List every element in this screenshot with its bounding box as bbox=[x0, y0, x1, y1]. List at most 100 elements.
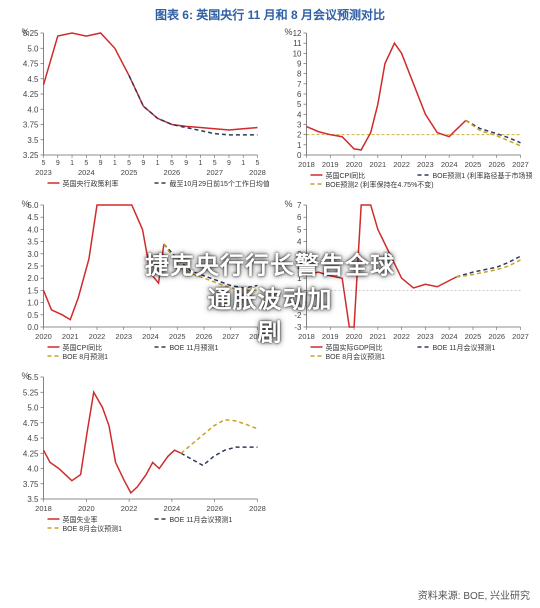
svg-text:2022: 2022 bbox=[393, 332, 410, 341]
svg-text:4.5: 4.5 bbox=[27, 213, 39, 222]
svg-text:4.75: 4.75 bbox=[23, 419, 39, 428]
chart-cpi: 0123456789101112%20182019202020212022202… bbox=[271, 25, 532, 195]
svg-text:5: 5 bbox=[213, 160, 217, 167]
svg-text:%: % bbox=[285, 199, 293, 209]
svg-text:5: 5 bbox=[170, 160, 174, 167]
svg-text:8: 8 bbox=[297, 70, 302, 79]
svg-text:7: 7 bbox=[297, 80, 302, 89]
svg-text:4.5: 4.5 bbox=[27, 434, 39, 443]
svg-text:5: 5 bbox=[42, 160, 46, 167]
svg-text:2026: 2026 bbox=[488, 160, 505, 169]
svg-text:3.75: 3.75 bbox=[23, 480, 39, 489]
svg-text:2024: 2024 bbox=[142, 332, 159, 341]
svg-text:%: % bbox=[285, 27, 293, 37]
svg-text:2028: 2028 bbox=[249, 504, 266, 513]
svg-text:2025: 2025 bbox=[465, 160, 482, 169]
svg-text:%: % bbox=[22, 371, 30, 381]
svg-text:-3: -3 bbox=[294, 323, 302, 332]
svg-text:0: 0 bbox=[297, 286, 302, 295]
svg-text:2019: 2019 bbox=[322, 332, 339, 341]
svg-text:4: 4 bbox=[297, 110, 302, 119]
svg-text:9: 9 bbox=[227, 160, 231, 167]
svg-text:3.25: 3.25 bbox=[23, 151, 39, 160]
svg-text:2018: 2018 bbox=[298, 160, 315, 169]
svg-text:0.0: 0.0 bbox=[27, 323, 39, 332]
svg-text:2021: 2021 bbox=[62, 332, 79, 341]
svg-text:英国CPI同比: 英国CPI同比 bbox=[326, 171, 366, 180]
svg-text:1: 1 bbox=[297, 141, 302, 150]
svg-text:9: 9 bbox=[56, 160, 60, 167]
svg-text:2025: 2025 bbox=[465, 332, 482, 341]
svg-text:2020: 2020 bbox=[35, 332, 52, 341]
svg-text:2021: 2021 bbox=[369, 332, 386, 341]
svg-text:9: 9 bbox=[184, 160, 188, 167]
chart-policy-rate: 3.253.53.754.04.254.54.755.05.25%5915915… bbox=[8, 25, 269, 195]
svg-text:11: 11 bbox=[293, 39, 302, 48]
svg-text:英国CPI同比: 英国CPI同比 bbox=[63, 343, 103, 352]
chart-empty bbox=[271, 369, 532, 539]
svg-text:BOE 11月预测1: BOE 11月预测1 bbox=[170, 343, 219, 352]
svg-text:2026: 2026 bbox=[488, 332, 505, 341]
svg-text:4.75: 4.75 bbox=[23, 60, 39, 69]
svg-text:10: 10 bbox=[293, 49, 302, 58]
svg-text:4: 4 bbox=[297, 238, 302, 247]
svg-text:3.5: 3.5 bbox=[27, 136, 39, 145]
figure-title: 图表 6: 英国央行 11 月和 8 月会议预测对比 bbox=[0, 0, 540, 25]
svg-text:2028: 2028 bbox=[249, 332, 266, 341]
chart-gdp: -3-2-101234567%2018201920202021202220232… bbox=[271, 197, 532, 367]
svg-text:2023: 2023 bbox=[115, 332, 132, 341]
svg-text:9: 9 bbox=[141, 160, 145, 167]
svg-text:2018: 2018 bbox=[35, 504, 52, 513]
svg-text:2024: 2024 bbox=[164, 504, 181, 513]
svg-text:1.0: 1.0 bbox=[27, 299, 39, 308]
svg-text:2018: 2018 bbox=[298, 332, 315, 341]
svg-text:截至10月29日前15个工作日均值: 截至10月29日前15个工作日均值 bbox=[170, 179, 270, 188]
svg-text:2023: 2023 bbox=[35, 168, 52, 177]
svg-text:2025: 2025 bbox=[121, 168, 138, 177]
svg-text:5.25: 5.25 bbox=[23, 388, 39, 397]
svg-text:9: 9 bbox=[297, 60, 302, 69]
svg-text:2026: 2026 bbox=[196, 332, 213, 341]
svg-text:2024: 2024 bbox=[78, 168, 95, 177]
svg-text:6: 6 bbox=[297, 213, 302, 222]
source-line: 资料来源: BOE, 兴业研究 bbox=[418, 587, 530, 602]
svg-text:4.25: 4.25 bbox=[23, 449, 39, 458]
svg-text:2028: 2028 bbox=[249, 168, 266, 177]
svg-text:BOE 8月会议预测1: BOE 8月会议预测1 bbox=[63, 524, 123, 533]
svg-text:2022: 2022 bbox=[89, 332, 106, 341]
svg-text:7: 7 bbox=[297, 201, 302, 210]
chart-cpi-compare: 0.00.51.01.52.02.53.03.54.04.55.0%202020… bbox=[8, 197, 269, 367]
svg-text:2: 2 bbox=[297, 262, 302, 271]
charts-grid: 3.253.53.754.04.254.54.755.05.25%5915915… bbox=[0, 25, 540, 539]
svg-text:2027: 2027 bbox=[222, 332, 239, 341]
svg-text:0.5: 0.5 bbox=[27, 311, 39, 320]
svg-text:BOE预测1 (利率路径基于市场预期): BOE预测1 (利率路径基于市场预期) bbox=[433, 171, 533, 180]
svg-text:BOE预测2 (利率保持在4.75%不变): BOE预测2 (利率保持在4.75%不变) bbox=[326, 180, 434, 189]
svg-text:2023: 2023 bbox=[417, 160, 434, 169]
svg-text:英国央行政策利率: 英国央行政策利率 bbox=[63, 179, 119, 188]
svg-text:2027: 2027 bbox=[512, 332, 529, 341]
svg-text:2026: 2026 bbox=[164, 168, 181, 177]
svg-text:1: 1 bbox=[198, 160, 202, 167]
svg-text:9: 9 bbox=[99, 160, 103, 167]
svg-text:BOE 11月会议预测1: BOE 11月会议预测1 bbox=[433, 343, 496, 352]
svg-text:BOE 8月预测1: BOE 8月预测1 bbox=[63, 352, 109, 361]
svg-text:4.0: 4.0 bbox=[27, 225, 39, 234]
svg-text:1: 1 bbox=[241, 160, 245, 167]
svg-text:BOE 11月会议预测1: BOE 11月会议预测1 bbox=[170, 515, 233, 524]
svg-text:2024: 2024 bbox=[441, 332, 458, 341]
svg-text:1: 1 bbox=[156, 160, 160, 167]
svg-text:2: 2 bbox=[297, 131, 302, 140]
svg-text:3.5: 3.5 bbox=[27, 495, 39, 504]
svg-text:5: 5 bbox=[84, 160, 88, 167]
svg-text:3: 3 bbox=[297, 250, 302, 259]
svg-text:4.0: 4.0 bbox=[27, 105, 39, 114]
chart-unemployment: 3.53.754.04.254.54.755.05.255.5%20182020… bbox=[8, 369, 269, 539]
svg-text:5: 5 bbox=[127, 160, 131, 167]
svg-text:2024: 2024 bbox=[441, 160, 458, 169]
svg-text:3: 3 bbox=[297, 121, 302, 130]
svg-text:3.5: 3.5 bbox=[27, 238, 39, 247]
svg-text:2.5: 2.5 bbox=[27, 262, 39, 271]
svg-text:2026: 2026 bbox=[206, 504, 223, 513]
svg-text:%: % bbox=[22, 199, 30, 209]
